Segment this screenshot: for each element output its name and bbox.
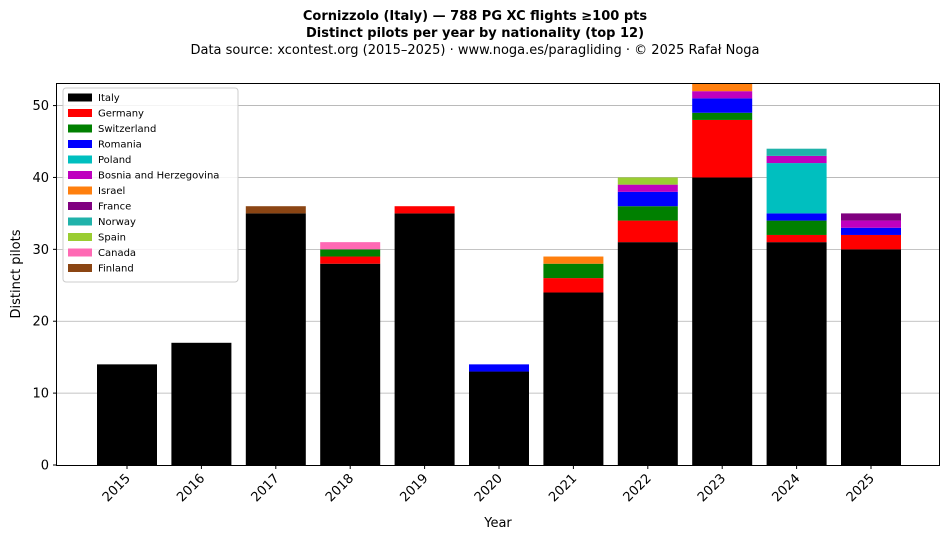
y-tick-label: 50 <box>32 99 49 114</box>
bar-segment <box>320 249 381 257</box>
bar-segment <box>617 220 678 243</box>
legend-swatch <box>68 140 92 148</box>
bar-segment <box>543 256 604 264</box>
bar-segment <box>692 84 753 92</box>
legend-swatch <box>68 171 92 179</box>
bar-segment <box>766 213 827 221</box>
bar-segment <box>245 213 306 465</box>
bar-segment <box>692 177 753 466</box>
y-tick-label: 10 <box>32 387 49 402</box>
legend-label: Bosnia and Herzegovina <box>98 171 219 182</box>
x-axis-label: Year <box>483 516 512 531</box>
bar-segment <box>617 242 678 465</box>
bar-segment <box>394 206 455 214</box>
y-axis-label: Distinct pilots <box>9 229 24 318</box>
bar-segment <box>841 213 901 221</box>
bar-segment <box>543 292 604 465</box>
legend-swatch <box>68 155 92 164</box>
bar-segment <box>617 206 678 221</box>
bar-segment <box>766 155 827 164</box>
bars <box>97 84 901 466</box>
bar-segment <box>543 263 604 279</box>
legend-swatch <box>68 217 92 226</box>
bar-segment <box>320 256 381 264</box>
legend-swatch <box>68 202 92 210</box>
legend-label: France <box>98 202 131 213</box>
legend-label: Canada <box>98 248 136 259</box>
bar-segment <box>320 263 381 465</box>
legend-label: Poland <box>98 155 131 166</box>
x-tick-label: 2024 <box>769 471 803 505</box>
x-tick-label: 2023 <box>695 471 729 505</box>
bar-segment <box>692 119 753 178</box>
y-tick-label: 30 <box>32 243 49 258</box>
x-tick-label: 2025 <box>844 471 878 505</box>
x-tick-label: 2017 <box>249 471 283 505</box>
chart-title-line-2: Distinct pilots per year by nationality … <box>305 26 645 41</box>
legend-label: Italy <box>98 93 120 104</box>
bar-segment <box>320 242 381 250</box>
legend-swatch <box>68 264 92 272</box>
legend-label: Spain <box>98 233 126 244</box>
legend-label: Israel <box>98 186 125 197</box>
bar-segment <box>766 220 827 235</box>
legend-swatch <box>68 93 92 102</box>
bar-segment <box>543 278 604 293</box>
y-tick-label: 20 <box>32 315 49 330</box>
x-tick-label: 2021 <box>546 471 580 505</box>
legend-label: Norway <box>98 217 136 228</box>
legend-swatch <box>68 233 92 241</box>
chart-title-line-1: Cornizzolo (Italy) — 788 PG XC flights ≥… <box>302 9 648 24</box>
legend-box <box>62 87 239 283</box>
legend: Italy Germany Switzerland Romania Poland Bosn… <box>62 87 239 283</box>
bar-segment <box>171 342 232 465</box>
bar-segment <box>692 98 753 113</box>
legend-label: Switzerland <box>98 124 156 135</box>
bar-segment <box>841 249 901 465</box>
bar-segment <box>766 234 827 243</box>
chart-title-block: Cornizzolo (Italy) — 788 PG XC flights ≥… <box>0 8 950 59</box>
legend-swatch <box>68 124 92 133</box>
bar-segment <box>617 184 678 192</box>
bar-segment <box>617 177 678 185</box>
bar-segment <box>841 227 901 235</box>
y-tick-label: 0 <box>41 459 49 474</box>
x-tick-label: 2022 <box>621 471 655 505</box>
bar-segment <box>245 206 306 214</box>
y-tick-label: 40 <box>32 171 49 186</box>
x-tick-label: 2016 <box>174 471 208 505</box>
bar-segment <box>469 364 529 372</box>
bar-segment <box>394 213 455 465</box>
bar-segment <box>97 364 157 465</box>
bar-segment <box>692 91 753 99</box>
legend-swatch <box>68 109 92 117</box>
bar-segment <box>766 148 827 156</box>
bar-segment <box>766 242 827 465</box>
plot-frame <box>56 83 940 466</box>
bar-segment <box>766 163 827 214</box>
x-tick-label: 2015 <box>100 471 134 505</box>
bar-segment <box>841 234 901 250</box>
y-axis: 0 10 20 30 40 50 <box>32 99 57 474</box>
legend-swatch <box>68 248 92 257</box>
bar-segment <box>617 191 678 207</box>
x-tick-label: 2018 <box>323 471 357 505</box>
x-tick-label: 2019 <box>397 471 431 505</box>
legend-label: Romania <box>98 140 142 151</box>
bar-segment <box>469 371 529 465</box>
bar-segment <box>692 112 753 120</box>
legend-swatch <box>68 186 92 195</box>
legend-label: Germany <box>98 109 144 120</box>
chart-subtitle: Data source: xcontest.org (2015–2025) · … <box>190 43 760 58</box>
x-axis: 2015 2016 2017 2018 2019 2020 2021 2022 2023 2024… <box>100 465 878 505</box>
legend-label: Finland <box>98 264 134 275</box>
bar-segment <box>841 220 901 228</box>
x-tick-label: 2020 <box>472 471 506 505</box>
